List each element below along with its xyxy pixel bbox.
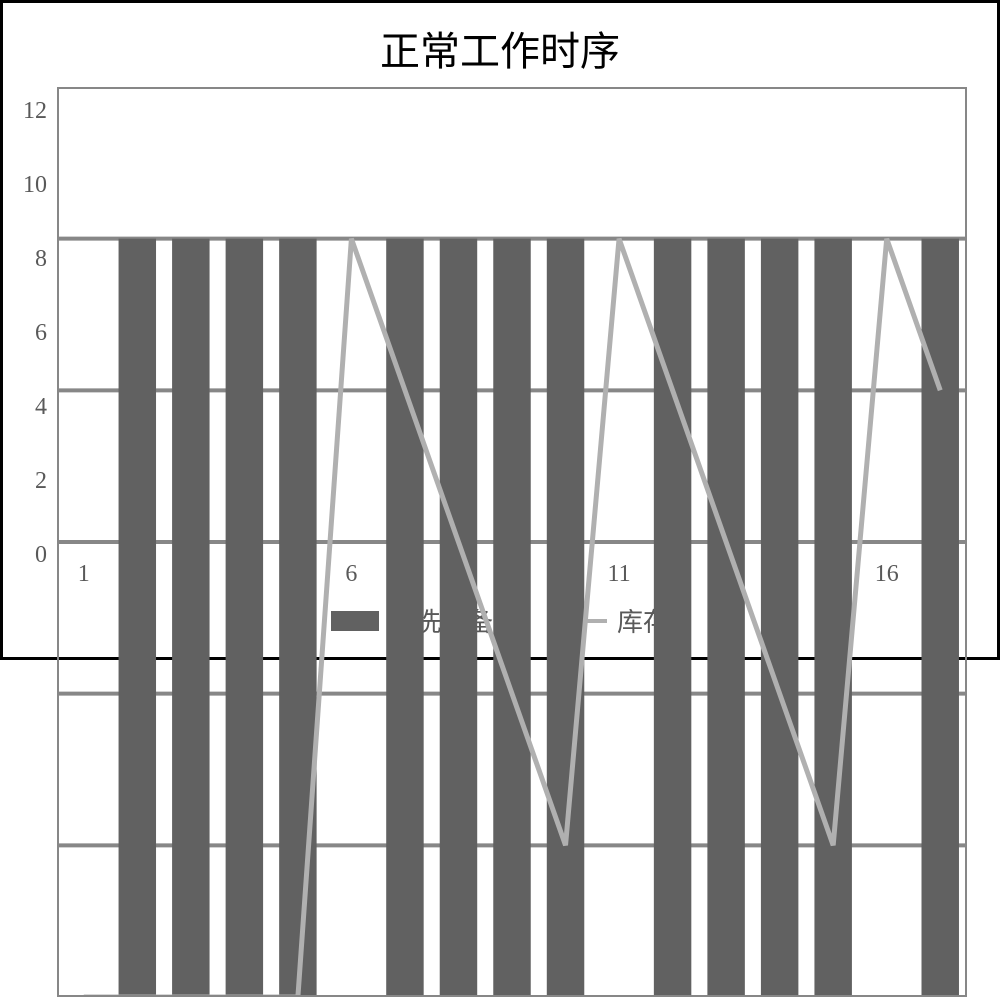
y-tick-label: 4: [35, 395, 47, 419]
y-tick-label: 6: [35, 321, 47, 345]
y-tick-label: 0: [35, 543, 47, 567]
plot-row: 121086420: [3, 87, 997, 555]
y-tick-label: 2: [35, 469, 47, 493]
y-tick-label: 8: [35, 247, 47, 271]
chart-title: 正常工作时序: [3, 3, 997, 87]
plot-area: [57, 87, 967, 555]
y-tick-label: 10: [23, 173, 47, 197]
y-axis: 121086420: [23, 87, 57, 555]
plot-border: [57, 87, 967, 997]
chart-container: 正常工作时序 121086420 12345678910111213141516…: [0, 0, 1000, 660]
y-tick-label: 12: [23, 99, 47, 123]
